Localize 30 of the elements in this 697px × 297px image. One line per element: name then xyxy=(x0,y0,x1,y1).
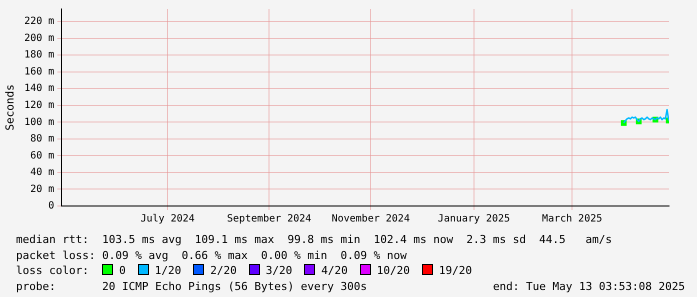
legend-label: 0 xyxy=(119,264,126,277)
y-tick-label: 0 xyxy=(48,200,54,212)
y-tick-label: 60 m xyxy=(30,150,54,162)
x-tick-label: March 2025 xyxy=(542,214,602,225)
y-tick-label: 40 m xyxy=(30,167,54,178)
legend-label: 2/20 xyxy=(210,264,237,277)
y-tick-label: 80 m xyxy=(30,134,54,145)
y-tick-label: 100 m xyxy=(24,116,54,128)
text: probe: 20 ICMP Echo Pings (56 Bytes) every 300s xyxy=(16,278,367,294)
legend-title: loss color: xyxy=(16,263,90,278)
x-tick-label: November 2024 xyxy=(332,214,410,225)
legend-label: 19/20 xyxy=(438,264,472,277)
y-tick-label: 220 m xyxy=(24,16,54,28)
text: end: Tue May 13 03:53:08 2025 xyxy=(492,278,685,294)
text: packet loss: 0.09 % avg 0.66 % max 0.00 % min 0.09 % now xyxy=(16,248,408,263)
y-tick-label: 140 m xyxy=(24,83,54,94)
y-tick-label: 120 m xyxy=(24,100,54,111)
y-tick-label: 20 m xyxy=(30,184,54,195)
y-axis-title: Seconds xyxy=(3,84,16,131)
text: median rtt: 103.5 ms avg 109.1 ms max 99.8 ms min 102.4 ms now 2.3 ms sd 44.5 am/s xyxy=(16,232,614,248)
y-tick-label: 180 m xyxy=(24,50,54,61)
x-tick-label: January 2025 xyxy=(438,214,510,225)
legend-label: 4/20 xyxy=(321,264,348,277)
legend-label: 1/20 xyxy=(154,264,182,277)
x-tick-label: July 2024 xyxy=(140,214,195,225)
x-tick-label: September 2024 xyxy=(227,214,312,225)
legend-label: 3/20 xyxy=(266,264,292,277)
y-tick-label: 200 m xyxy=(24,32,54,44)
legend-label: 10/20 xyxy=(376,264,410,277)
y-tick-label: 160 m xyxy=(24,66,54,78)
